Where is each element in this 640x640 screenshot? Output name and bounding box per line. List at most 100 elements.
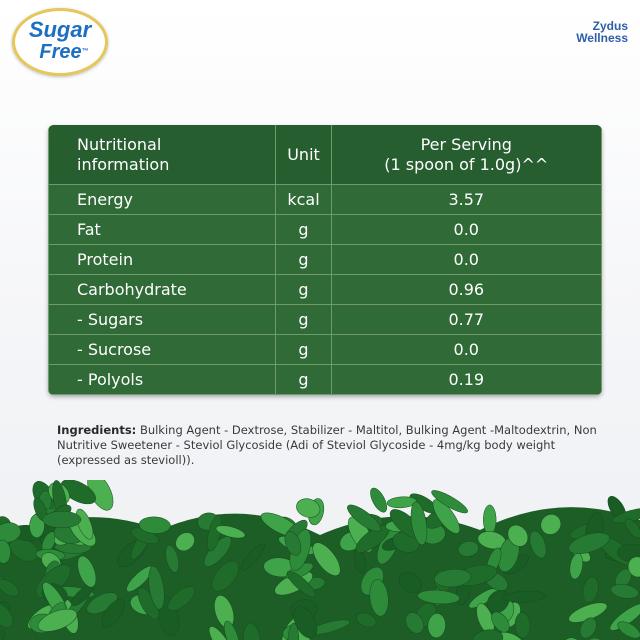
table-row: Protein g 0.0 — [48, 244, 602, 275]
logo-line: Free — [39, 41, 82, 63]
table-row: - Sugars g 0.77 — [48, 304, 602, 335]
logo-line: Sugar — [28, 17, 92, 42]
leaf — [399, 572, 422, 594]
table-cell: 0.0 — [330, 214, 602, 245]
leaf — [148, 565, 165, 610]
leaf — [568, 532, 610, 554]
leaf — [579, 617, 597, 639]
logo: Sugar Free™ — [12, 8, 108, 76]
table-cell: g — [275, 304, 332, 335]
header-cell: Unit — [275, 125, 332, 185]
leaf — [138, 516, 171, 534]
table-cell: 0.0 — [330, 244, 602, 275]
leaf — [432, 499, 460, 534]
leaf — [627, 556, 640, 578]
table-row: Fat g 0.0 — [48, 214, 602, 245]
table-cell: g — [275, 244, 332, 275]
header-cell: Per Serving (1 spoon of 1.0g)^^ — [330, 125, 602, 185]
brand-line: Zydus — [592, 19, 628, 33]
leaf — [370, 487, 387, 513]
leaf — [101, 599, 125, 628]
leaf — [208, 626, 234, 640]
leaf — [312, 542, 341, 576]
header-cell: Nutritional information — [48, 125, 277, 185]
header-line: information — [77, 154, 170, 174]
table-cell: Carbohydrate — [48, 274, 277, 305]
leaf — [223, 620, 240, 640]
header-row: Nutritional information Unit Per Serving (1 … — [48, 125, 602, 185]
table-cell: - Polyols — [48, 364, 277, 395]
leaf — [0, 539, 11, 564]
leaf — [507, 524, 529, 547]
table-cell: g — [275, 334, 332, 365]
header-line: Per Serving — [420, 134, 512, 154]
leaf — [417, 589, 460, 605]
brand-line: Wellness — [576, 31, 628, 45]
leaf — [502, 590, 547, 603]
leaf — [0, 579, 19, 597]
leaf — [610, 584, 639, 599]
leaf — [60, 480, 96, 505]
leaf — [612, 508, 640, 524]
header-line: (1 spoon of 1.0g)^^ — [384, 154, 549, 174]
leaf — [242, 622, 261, 640]
leaves-decoration — [0, 480, 640, 640]
leaf — [434, 568, 472, 588]
table-cell: Energy — [48, 184, 277, 215]
leaf — [347, 504, 381, 532]
leaf — [405, 612, 424, 634]
table-cell: Protein — [48, 244, 277, 275]
leaf — [457, 541, 479, 557]
nutrition-table: Nutritional information Unit Per Serving (1 … — [48, 125, 602, 395]
leaf — [529, 530, 547, 559]
leaf — [356, 612, 377, 628]
header-line: Unit — [287, 144, 320, 164]
leaf — [427, 613, 446, 639]
leaf — [287, 622, 300, 640]
leaf — [42, 511, 82, 529]
table-cell: g — [275, 274, 332, 305]
table-row: Energy kcal 3.57 — [48, 184, 602, 215]
table-cell: g — [275, 364, 332, 395]
leaf — [77, 555, 97, 588]
leaf — [75, 508, 94, 540]
leaf — [167, 586, 196, 611]
brand: Zydus Wellness — [576, 20, 628, 44]
leaf — [211, 560, 239, 592]
leaf — [215, 525, 246, 539]
table-cell: - Sugars — [48, 304, 277, 335]
leaf — [563, 637, 588, 640]
table-cell: 0.96 — [330, 274, 602, 305]
ingredients-text: Bulking Agent - Dextrose, Stabilizer - M… — [57, 423, 597, 467]
table-cell: 0.77 — [330, 304, 602, 335]
leaf — [37, 608, 78, 632]
ingredients-label: Ingredients: — [57, 423, 137, 437]
trademark: ™ — [81, 48, 89, 55]
leaf — [514, 612, 531, 639]
leaf — [165, 545, 180, 573]
table-cell: - Sucrose — [48, 334, 277, 365]
table-cell: 0.19 — [330, 364, 602, 395]
leaf — [296, 498, 321, 518]
leaf — [386, 496, 417, 509]
table-cell: kcal — [275, 184, 332, 215]
table-row: Carbohydrate g 0.96 — [48, 274, 602, 305]
leaf — [175, 532, 195, 552]
ingredients: Ingredients: Bulking Agent - Dextrose, S… — [57, 423, 617, 468]
leaf — [582, 576, 599, 603]
table-cell: 0.0 — [330, 334, 602, 365]
table-cell: Fat — [48, 214, 277, 245]
table-row: - Polyols g 0.19 — [48, 364, 602, 395]
table-cell: g — [275, 214, 332, 245]
table-cell: 3.57 — [330, 184, 602, 215]
leaf — [286, 570, 316, 597]
leaf — [240, 543, 265, 571]
leaf — [491, 611, 510, 633]
leaf — [483, 504, 497, 535]
leaf — [207, 515, 222, 552]
header-line: Nutritional — [77, 134, 162, 154]
leaf — [0, 630, 6, 640]
leaf — [410, 501, 428, 546]
leaf — [369, 579, 389, 617]
